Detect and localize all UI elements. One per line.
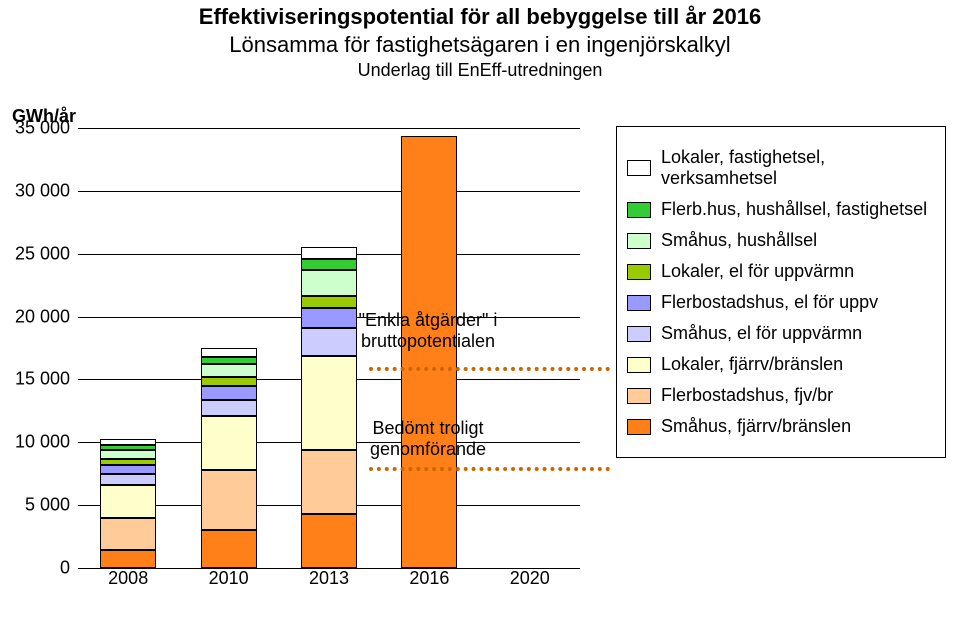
bar-segment xyxy=(100,518,156,551)
bar-segment xyxy=(301,296,357,307)
legend-swatch xyxy=(627,295,651,311)
legend-swatch xyxy=(627,326,651,342)
legend-item: Lokaler, fastighetsel, verksamhetsel xyxy=(627,147,935,189)
callout-upper-line1: "Enkla åtgärder" i xyxy=(359,310,498,330)
y-tick: 30 000 xyxy=(12,180,70,201)
y-axis: 05 00010 00015 00020 00025 00030 00035 0… xyxy=(12,128,78,598)
callout-upper-line2: bruttopotentialen xyxy=(361,331,495,351)
callout-lower: Bedömt troligt genomförande xyxy=(328,418,528,459)
dash-line-upper xyxy=(369,367,610,371)
y-tick: 5 000 xyxy=(12,495,70,516)
legend-label: Lokaler, fjärrv/bränslen xyxy=(661,354,843,375)
y-tick: 20 000 xyxy=(12,306,70,327)
bar-segment xyxy=(401,136,457,568)
y-tick: 35 000 xyxy=(12,118,70,139)
bar-segment xyxy=(301,450,357,514)
bar-segment xyxy=(201,377,257,386)
legend-swatch xyxy=(627,233,651,249)
legend-item: Småhus, hushållsel xyxy=(627,230,935,251)
page-subtitle: Lönsamma för fastighetsägaren i en ingen… xyxy=(0,32,960,58)
legend: Lokaler, fastighetsel, verksamhetsel Fler… xyxy=(616,126,946,458)
legend-label: Flerbostadshus, fjv/br xyxy=(661,385,833,406)
bar xyxy=(100,439,156,568)
bar-segment xyxy=(201,386,257,400)
legend-label: Flerb.hus, hushållsel, fastighetsel xyxy=(661,199,927,220)
legend-swatch xyxy=(627,160,651,176)
bar-segment xyxy=(301,247,357,258)
legend-label: Småhus, hushållsel xyxy=(661,230,817,251)
bar xyxy=(301,247,357,568)
bar-segment xyxy=(201,364,257,377)
y-tick: 10 000 xyxy=(12,432,70,453)
dash-line-lower xyxy=(369,467,610,471)
bar-segment xyxy=(201,400,257,416)
x-tick: 2008 xyxy=(108,568,148,589)
bar-segment xyxy=(301,259,357,270)
legend-swatch xyxy=(627,388,651,404)
bar-segment xyxy=(100,465,156,474)
legend-swatch xyxy=(627,357,651,373)
page-title: Effektiviseringspotential för all bebygg… xyxy=(0,4,960,30)
legend-swatch xyxy=(627,264,651,280)
callout-lower-line2: genomförande xyxy=(370,439,486,459)
legend-swatch xyxy=(627,419,651,435)
legend-item: Småhus, el för uppvärmn xyxy=(627,323,935,344)
bar-segment xyxy=(301,270,357,296)
legend-label: Lokaler, fastighetsel, verksamhetsel xyxy=(661,147,935,189)
legend-swatch xyxy=(627,202,651,218)
y-tick: 25 000 xyxy=(12,243,70,264)
bar-segment xyxy=(100,485,156,518)
legend-label: Småhus, fjärrv/bränslen xyxy=(661,416,851,437)
legend-item: Lokaler, fjärrv/bränslen xyxy=(627,354,935,375)
legend-item: Flerb.hus, hushållsel, fastighetsel xyxy=(627,199,935,220)
callout-lower-line1: Bedömt troligt xyxy=(372,418,483,438)
legend-label: Småhus, el för uppvärmn xyxy=(661,323,862,344)
bar-segment xyxy=(100,450,156,459)
x-axis-labels: 2008 2010 2013 2016 2020 xyxy=(78,568,580,592)
bar-segment xyxy=(201,470,257,530)
x-tick: 2020 xyxy=(510,568,550,589)
bar-segment xyxy=(201,530,257,568)
y-tick: 15 000 xyxy=(12,369,70,390)
bar-segment xyxy=(201,348,257,357)
legend-item: Flerbostadshus, el för uppv xyxy=(627,292,935,313)
legend-item: Lokaler, el för uppvärmn xyxy=(627,261,935,282)
bar-segment xyxy=(201,416,257,470)
callout-upper: "Enkla åtgärder" i bruttopotentialen xyxy=(328,310,528,351)
legend-label: Flerbostadshus, el för uppv xyxy=(661,292,878,313)
y-tick: 0 xyxy=(12,558,70,579)
bar-segment xyxy=(201,357,257,365)
bar-segment xyxy=(100,474,156,485)
page-subtitle2: Underlag till EnEff-utredningen xyxy=(0,60,960,81)
legend-label: Lokaler, el för uppvärmn xyxy=(661,261,854,282)
bar xyxy=(401,136,457,568)
bar-segment xyxy=(100,550,156,568)
x-tick: 2010 xyxy=(209,568,249,589)
x-tick: 2013 xyxy=(309,568,349,589)
bar-segment xyxy=(301,514,357,568)
x-tick: 2016 xyxy=(409,568,449,589)
legend-item: Flerbostadshus, fjv/br xyxy=(627,385,935,406)
bar xyxy=(201,348,257,568)
legend-item: Småhus, fjärrv/bränslen xyxy=(627,416,935,437)
